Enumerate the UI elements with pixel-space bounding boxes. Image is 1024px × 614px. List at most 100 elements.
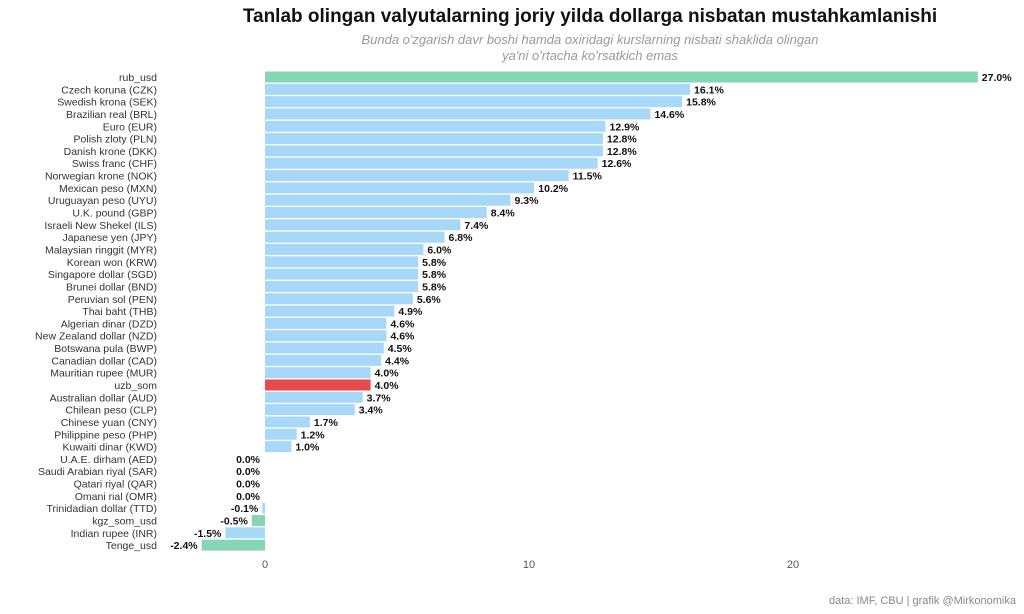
- bar: [265, 379, 371, 391]
- data-label: -0.1%: [231, 503, 259, 515]
- data-label: -0.5%: [220, 516, 248, 528]
- data-label: 7.4%: [464, 220, 489, 232]
- category-label: Danish krone (DKK): [64, 146, 157, 158]
- data-label: 4.4%: [385, 355, 410, 367]
- data-label: 12.6%: [602, 158, 632, 170]
- data-label: 0.0%: [236, 466, 261, 478]
- data-label: 1.7%: [314, 417, 339, 429]
- data-label: 15.8%: [686, 97, 716, 109]
- category-label: Brunei dollar (BND): [66, 281, 157, 293]
- data-label: 6.0%: [427, 244, 452, 256]
- bar: [265, 293, 413, 305]
- data-label: 3.7%: [367, 392, 392, 404]
- data-label: 5.8%: [422, 257, 447, 269]
- category-label: Norwegian krone (NOK): [45, 171, 157, 183]
- bar: [265, 71, 978, 83]
- data-label: 4.0%: [375, 380, 400, 392]
- category-label: Swedish krona (SEK): [57, 97, 157, 109]
- category-label: Australian dollar (AUD): [50, 392, 157, 404]
- data-label: 4.5%: [388, 343, 413, 355]
- bar: [265, 96, 683, 108]
- chart-caption: data: IMF, CBU | grafik @Mirkonomika: [829, 595, 1017, 607]
- data-label: 6.8%: [449, 232, 474, 244]
- bar: [265, 182, 535, 194]
- category-label: Euro (EUR): [103, 121, 157, 133]
- bar: [265, 268, 419, 280]
- x-tick-label: 20: [787, 559, 799, 571]
- x-tick-label: 10: [523, 559, 535, 571]
- category-label: Indian rupee (INR): [71, 528, 157, 540]
- data-label: 27.0%: [982, 72, 1012, 84]
- bar: [265, 83, 691, 95]
- bar: [265, 194, 511, 206]
- data-label: 4.6%: [390, 331, 415, 343]
- category-label: Singapore dollar (SGD): [48, 269, 157, 281]
- category-label: Canadian dollar (CAD): [51, 355, 157, 367]
- data-label: 5.8%: [422, 269, 447, 281]
- category-label: Mauritian rupee (MUR): [50, 368, 157, 380]
- bar: [265, 416, 310, 428]
- bar: [265, 256, 419, 268]
- bar: [265, 330, 387, 342]
- data-label: 9.3%: [515, 195, 540, 207]
- bar: [265, 317, 387, 329]
- bar: [265, 243, 424, 255]
- category-label: Chinese yuan (CNY): [61, 417, 157, 429]
- category-label: New Zealand dollar (NZD): [35, 331, 157, 343]
- data-label: 12.8%: [607, 146, 637, 158]
- category-label: Algerian dinar (DZD): [61, 318, 157, 330]
- data-label: 4.9%: [398, 306, 423, 318]
- bar: [265, 120, 606, 132]
- category-label: Uruguayan peso (UYU): [48, 195, 157, 207]
- category-label: Philippine peso (PHP): [54, 429, 157, 441]
- data-label: 10.2%: [538, 183, 568, 195]
- chart-title: Tanlab olingan valyutalarning joriy yild…: [243, 6, 937, 27]
- bar: [265, 391, 363, 403]
- data-label: 0.0%: [236, 479, 261, 491]
- x-tick-label: 0: [262, 559, 268, 571]
- category-label: Thai baht (THB): [82, 306, 157, 318]
- bar: [265, 428, 297, 440]
- data-label: 12.9%: [610, 121, 640, 133]
- data-label: 0.0%: [236, 454, 261, 466]
- bar: [265, 441, 292, 453]
- category-label: Mexican peso (MXN): [59, 183, 157, 195]
- category-label: uzb_som: [114, 380, 157, 392]
- data-label: 5.6%: [417, 294, 442, 306]
- category-label: Chilean peso (CLP): [65, 405, 157, 417]
- category-label: U.A.E. dirham (AED): [60, 454, 157, 466]
- category-label: Swiss franc (CHF): [72, 158, 157, 170]
- bar: [265, 354, 382, 366]
- bar: [265, 170, 569, 182]
- data-label: 4.6%: [390, 318, 415, 330]
- data-label: 12.8%: [607, 134, 637, 146]
- data-label: 5.8%: [422, 281, 447, 293]
- category-label: Botswana pula (BWP): [54, 343, 157, 355]
- bar: [201, 539, 265, 551]
- bar: [265, 404, 355, 416]
- bar: [265, 305, 395, 317]
- data-label: 1.0%: [295, 442, 320, 454]
- bar: [265, 133, 603, 145]
- chart-subtitle-line2: ya'ni o'rtacha ko'rsatkich emas: [501, 48, 678, 63]
- data-label: 1.2%: [301, 429, 326, 441]
- category-label: kgz_som_usd: [92, 516, 157, 528]
- bar: [265, 145, 603, 157]
- bar: [265, 157, 598, 169]
- category-label: Trinidadian dollar (TTD): [47, 503, 157, 515]
- category-label: rub_usd: [119, 72, 157, 84]
- data-label: 0.0%: [236, 491, 261, 503]
- bar: [265, 219, 461, 231]
- category-label: U.K. pound (GBP): [72, 208, 157, 220]
- category-label: Polish zloty (PLN): [74, 134, 157, 146]
- category-label: Omani rial (OMR): [75, 491, 157, 503]
- bar: [265, 108, 651, 120]
- data-label: 4.0%: [375, 368, 400, 380]
- data-label: 14.6%: [654, 109, 684, 121]
- data-label: 11.5%: [573, 171, 603, 183]
- category-label: Korean won (KRW): [67, 257, 157, 269]
- category-label: Saudi Arabian riyal (SAR): [38, 466, 157, 478]
- category-label: Japanese yen (JPY): [62, 232, 157, 244]
- bar: [262, 502, 265, 514]
